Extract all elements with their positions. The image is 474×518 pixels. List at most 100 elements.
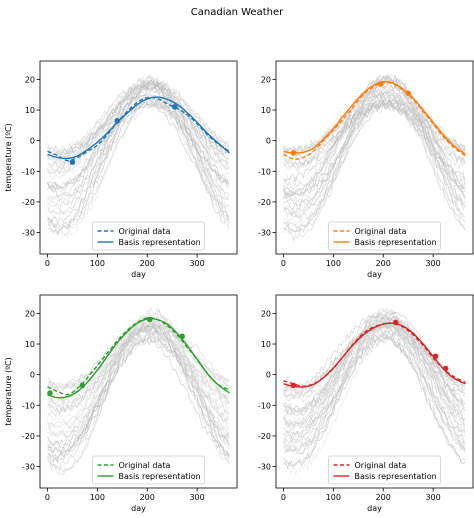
legend-entry: Original data (355, 461, 407, 470)
background-curve (47, 103, 230, 233)
legend-entry: Basis representation (355, 238, 437, 247)
legend: Original data Basis representation (328, 455, 441, 485)
background-curve (47, 77, 230, 153)
data-point-marker (392, 319, 399, 326)
background-curve (283, 98, 466, 197)
x-tick-label: 0 (281, 493, 286, 502)
background-curve (283, 330, 466, 447)
background-curve (283, 82, 466, 236)
background-curve (283, 336, 466, 476)
data-point-marker (47, 390, 53, 396)
background-curve (47, 307, 230, 474)
background-curves (283, 73, 466, 243)
x-axis-label: day (367, 270, 382, 279)
legend-box (328, 455, 441, 485)
legend: Original data Basis representation (92, 221, 205, 251)
y-tick-label: 0 (30, 371, 35, 380)
background-curve (47, 87, 230, 164)
axes-frame (275, 294, 474, 489)
data-point-marker (432, 353, 439, 360)
y-tick-label: -20 (22, 432, 35, 441)
original-data-line (283, 322, 466, 388)
background-curve (47, 81, 230, 155)
data-point-marker (69, 159, 76, 165)
y-tick-label: -20 (22, 198, 35, 207)
legend-box (92, 221, 205, 251)
data-point-marker (377, 81, 384, 87)
background-curve (283, 328, 466, 455)
legend: Original data Basis representation (92, 455, 205, 485)
y-axis-label: temperature (ºC) (4, 357, 13, 425)
y-tick-label: -20 (258, 198, 271, 207)
background-curve (47, 80, 230, 164)
x-tick-label: 0 (281, 259, 286, 268)
background-curve (283, 103, 466, 218)
x-axis-label: day (131, 504, 146, 513)
background-curve (47, 322, 230, 422)
background-curve (283, 73, 466, 204)
data-point-marker (179, 333, 185, 340)
legend-entry: Original data (119, 227, 171, 236)
background-curve (283, 309, 465, 417)
background-curve (283, 330, 466, 417)
series-lines (47, 96, 230, 165)
y-axis-label: temperature (ºC) (4, 123, 13, 191)
y-tick-label: -30 (22, 463, 35, 472)
y-tick-label: 10 (261, 106, 271, 115)
basis-representation-line (47, 317, 230, 399)
legend-entry: Basis representation (119, 472, 201, 481)
background-curve (283, 316, 466, 451)
y-tick-label: 0 (266, 371, 271, 380)
legend-box (92, 455, 205, 485)
x-tick-label: 200 (140, 259, 155, 268)
background-curve (283, 314, 466, 412)
background-curve (283, 84, 466, 234)
background-curves (47, 307, 230, 476)
legend-entry: Basis representation (119, 238, 201, 247)
data-point-marker (171, 104, 178, 110)
data-point-marker (114, 117, 121, 124)
basis-representation-line (283, 80, 466, 155)
x-tick-label: 300 (189, 493, 204, 502)
background-curve (283, 74, 466, 219)
y-tick-label: 10 (25, 340, 35, 349)
background-curve (47, 80, 230, 198)
y-tick-label: -10 (258, 401, 271, 410)
background-curves (47, 73, 230, 240)
background-curve (47, 99, 230, 191)
original-data-line (283, 81, 466, 160)
figure-title: Canadian Weather (191, 7, 284, 18)
background-curve (283, 321, 466, 400)
x-tick-label: 100 (326, 259, 341, 268)
y-tick-label: -10 (22, 167, 35, 176)
original-data-line (47, 317, 230, 396)
background-curve (283, 87, 466, 215)
original-data-line (47, 96, 230, 162)
y-tick-label: 0 (266, 137, 271, 146)
y-tick-label: 10 (261, 340, 271, 349)
data-point-marker (442, 365, 449, 372)
x-tick-label: 200 (140, 493, 155, 502)
axes-frame (39, 294, 238, 489)
background-curve (47, 336, 230, 407)
axes-frame (39, 60, 238, 255)
subplot-4: 0 100 200 300 -30 -20 -10 0 10 20 day Original data… (258, 294, 474, 513)
basis-representation-line (47, 96, 230, 160)
background-curve (47, 332, 230, 414)
data-point-marker (405, 90, 411, 96)
x-tick-label: 300 (189, 259, 204, 268)
data-point-marker (146, 316, 153, 323)
background-curve (47, 81, 230, 203)
background-curve (47, 73, 230, 203)
background-curve (47, 322, 230, 463)
series-lines (47, 316, 230, 399)
background-curve (47, 95, 230, 240)
legend-entry: Basis representation (355, 472, 437, 481)
background-curve (47, 307, 230, 476)
series-lines (283, 319, 466, 389)
x-tick-label: 200 (376, 259, 391, 268)
x-axis-label: day (131, 270, 146, 279)
y-tick-label: 20 (261, 75, 271, 84)
y-tick-label: 20 (25, 309, 35, 318)
